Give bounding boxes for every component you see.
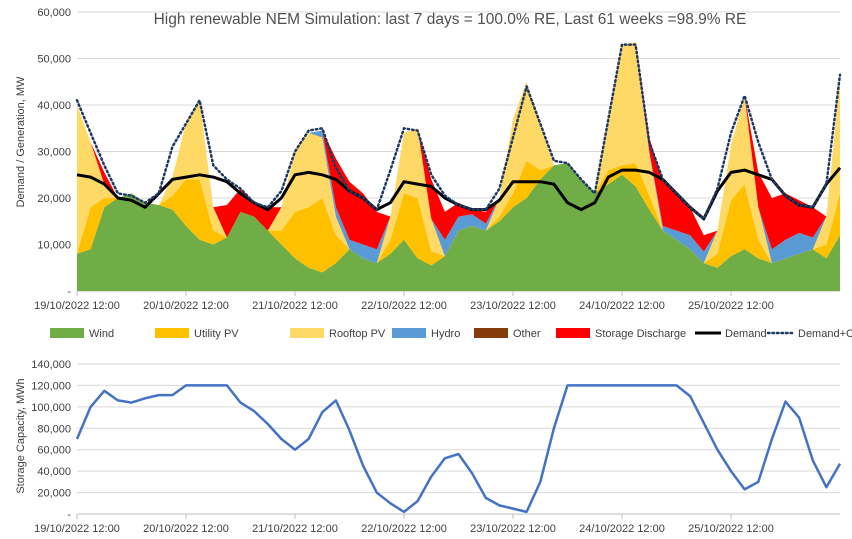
area-hydro (77, 42, 840, 264)
chart-title: High renewable NEM Simulation: last 7 da… (154, 11, 747, 28)
generation-chart-y-ticks: - 10,000 20,000 30,000 40,000 50,000 60,000 (37, 7, 71, 298)
area-storage-discharge (77, 42, 840, 252)
legend-swatch-utility-pv (155, 328, 189, 338)
storage-x-tick-label: 24/10/2022 12:00 (579, 523, 665, 535)
generation-x-tick-label: 21/10/2022 12:00 (252, 300, 338, 312)
line-storage-capacity (75, 384, 842, 514)
generation-y-tick-label: 50,000 (37, 54, 71, 66)
generation-y-tick-label: 10,000 (37, 240, 71, 252)
storage-x-tick-label: 22/10/2022 12:00 (361, 523, 447, 535)
generation-chart-lines (75, 43, 842, 221)
generation-y-tick-label: - (67, 286, 71, 298)
storage-chart-y-ticks: - 20,000 40,000 60,000 80,000 100,000 120,000 1… (31, 359, 71, 521)
y-axis-label-storage: Storage Capacity, MWh (15, 378, 27, 493)
y-axis-label-generation: Demand / Generation, MW (15, 76, 27, 207)
area-wind (77, 163, 840, 291)
legend-label-wind: Wind (89, 328, 114, 340)
legend-label-utility-pv: Utility PV (194, 328, 239, 340)
area-rooftop-pv (77, 42, 840, 264)
legend-swatch-wind (50, 328, 84, 338)
legend-swatch-storage-discharge (556, 328, 590, 338)
storage-y-tick-label: 60,000 (37, 445, 71, 457)
storage-x-tick-label: 23/10/2022 12:00 (470, 523, 556, 535)
storage-y-tick-label: - (67, 509, 71, 521)
generation-x-tick-label: 25/10/2022 12:00 (688, 300, 774, 312)
generation-x-tick-label: 22/10/2022 12:00 (361, 300, 447, 312)
generation-x-tick-label: 23/10/2022 12:00 (470, 300, 556, 312)
storage-y-tick-label: 100,000 (31, 402, 71, 414)
legend-swatch-other (474, 328, 508, 338)
storage-y-tick-label: 20,000 (37, 488, 71, 500)
legend: Wind Utility PV Rooftop PV Hydro Other Storag… (50, 328, 852, 340)
storage-y-tick-label: 140,000 (31, 359, 71, 371)
generation-x-tick-label: 19/10/2022 12:00 (34, 300, 120, 312)
storage-chart-lines (75, 384, 842, 514)
generation-y-tick-label: 40,000 (37, 100, 71, 112)
generation-chart-areas (77, 42, 840, 291)
storage-x-tick-label: 19/10/2022 12:00 (34, 523, 120, 535)
legend-label-demand: Demand (725, 328, 767, 340)
generation-chart-x-ticks: 19/10/2022 12:00 20/10/2022 12:00 21/10/20… (34, 291, 774, 312)
generation-x-tick-label: 24/10/2022 12:00 (579, 300, 665, 312)
storage-chart: - 20,000 40,000 60,000 80,000 100,000 120,000 1… (15, 359, 842, 535)
storage-y-tick-label: 40,000 (37, 466, 71, 478)
storage-y-tick-label: 80,000 (37, 423, 71, 435)
line-demand-charge (75, 43, 842, 221)
legend-label-other: Other (513, 328, 541, 340)
legend-label-demand-charge: Demand+Charge (798, 328, 852, 340)
storage-x-tick-label: 21/10/2022 12:00 (252, 523, 338, 535)
legend-label-hydro: Hydro (431, 328, 460, 340)
generation-chart: - 10,000 20,000 30,000 40,000 50,000 60,000 19… (15, 7, 852, 340)
storage-y-tick-label: 120,000 (31, 380, 71, 392)
generation-y-tick-label: 20,000 (37, 193, 71, 205)
legend-label-rooftop-pv: Rooftop PV (329, 328, 386, 340)
generation-y-tick-label: 60,000 (37, 7, 71, 19)
legend-swatch-hydro (392, 328, 426, 338)
generation-y-tick-label: 30,000 (37, 147, 71, 159)
storage-x-tick-label: 20/10/2022 12:00 (143, 523, 229, 535)
storage-x-tick-label: 25/10/2022 12:00 (688, 523, 774, 535)
storage-chart-x-ticks: 19/10/2022 12:00 20/10/2022 12:00 21/10/20… (34, 514, 774, 535)
legend-label-storage-discharge: Storage Discharge (595, 328, 686, 340)
legend-swatch-rooftop-pv (290, 328, 324, 338)
generation-x-tick-label: 20/10/2022 12:00 (143, 300, 229, 312)
